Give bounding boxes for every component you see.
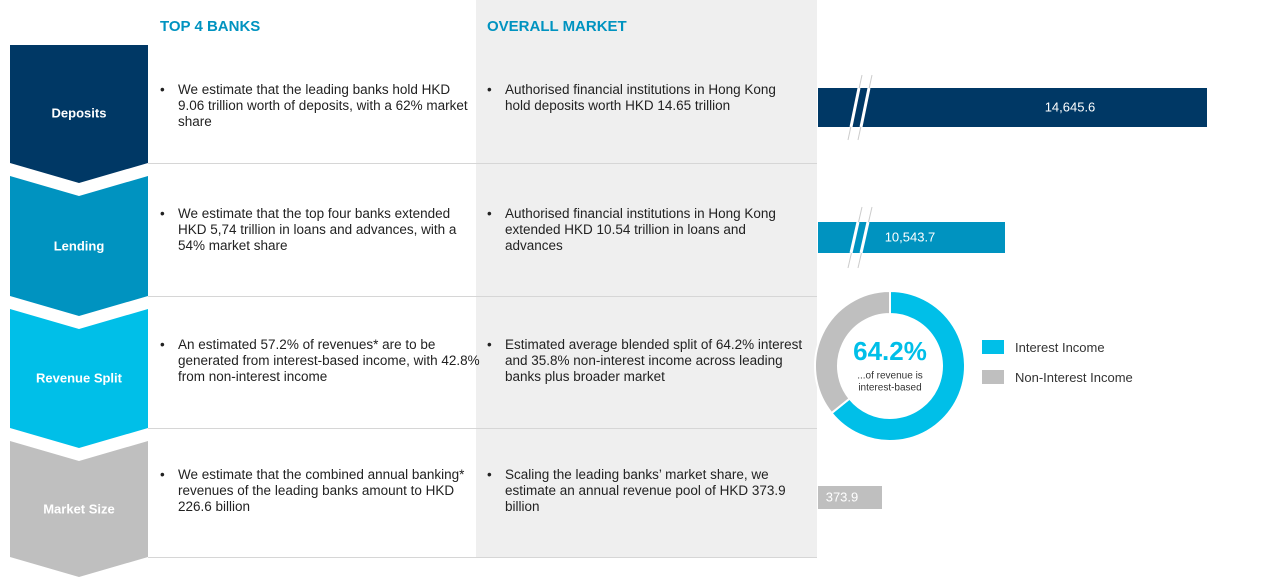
- chevron: [10, 309, 148, 448]
- bullet-text: We estimate that the top four banks exte…: [160, 206, 478, 254]
- bullet-text: Authorised financial institutions in Hon…: [487, 82, 805, 114]
- bullet-text: Authorised financial institutions in Hon…: [487, 206, 805, 254]
- donut-segment: [830, 289, 966, 442]
- bullet-text: Estimated average blended split of 64.2%…: [487, 337, 815, 385]
- bar: [818, 222, 1005, 253]
- donut: [814, 289, 966, 442]
- row-label: Lending: [54, 238, 105, 253]
- bar: [818, 486, 882, 509]
- legend-swatch: [982, 340, 1004, 354]
- donut-value: 64.2%: [853, 336, 927, 366]
- row-label: Revenue Split: [36, 370, 123, 385]
- donut-caption: interest-based: [858, 383, 921, 394]
- bullet-text: We estimate that the leading banks hold …: [160, 82, 478, 130]
- axis-break: [847, 206, 873, 269]
- bullet-text: Scaling the leading banks’ market share,…: [487, 467, 795, 515]
- chevron: [10, 176, 148, 316]
- row-separators: [148, 163, 817, 558]
- bar-label: 373.9: [826, 489, 859, 504]
- column-header: TOP 4 BANKS: [160, 18, 261, 35]
- bullet-text: An estimated 57.2% of revenues* are to b…: [160, 337, 480, 385]
- row-label: Deposits: [52, 105, 107, 120]
- bar-label: 14,645.6: [1045, 99, 1096, 114]
- donut-caption: ...of revenue is: [857, 371, 923, 382]
- donut-segment: [814, 289, 891, 415]
- legend-label: Interest Income: [1015, 340, 1105, 355]
- column-header: OVERALL MARKET: [487, 18, 627, 35]
- chevron: [10, 45, 148, 183]
- bullet-text: We estimate that the combined annual ban…: [160, 467, 478, 515]
- bar-label: 10,543.7: [885, 229, 936, 244]
- chevron: [10, 441, 148, 577]
- bar: [818, 88, 1207, 127]
- axis-break: [847, 74, 873, 141]
- legend-label: Non-Interest Income: [1015, 370, 1133, 385]
- legend-swatch: [982, 370, 1004, 384]
- row-label: Market Size: [43, 501, 115, 516]
